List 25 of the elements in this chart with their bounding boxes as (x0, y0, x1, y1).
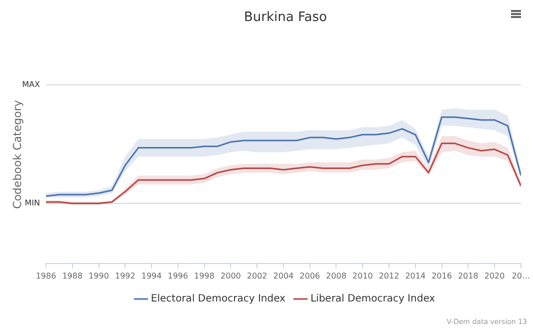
x-tick-label: 1996 (168, 271, 188, 280)
ref-line-label: MAX (22, 80, 41, 89)
x-tick-label: 2010 (352, 271, 373, 280)
x-tick-label: 1988 (62, 271, 83, 280)
y-axis-title: Codebook Category (10, 100, 24, 209)
x-tick-label: 2002 (246, 271, 268, 280)
x-tick-label: 1990 (88, 271, 109, 280)
x-tick-label: 1992 (114, 271, 136, 280)
x-tick-label: 2014 (405, 271, 426, 280)
x-tick-label: 2008 (326, 271, 346, 280)
chart-title: Burkina Faso (244, 10, 328, 26)
x-tick-label: 2016 (432, 271, 452, 280)
x-tick-label: 2004 (273, 271, 294, 280)
x-tick-label: 2012 (378, 271, 400, 280)
legend-label: Liberal Democracy Index (310, 294, 436, 305)
x-tick-label: 2000 (220, 271, 241, 280)
x-tick-label: 1998 (194, 271, 214, 280)
x-tick-label: 1986 (36, 271, 56, 280)
x-tick-label: 2006 (300, 271, 320, 280)
ref-line-label: MIN (24, 198, 40, 208)
x-tick-label: 20… (512, 271, 530, 280)
x-tick-label: 2020 (484, 271, 505, 280)
x-tick-label: 2018 (458, 271, 478, 280)
legend-label: Electoral Democracy Index (150, 294, 286, 305)
x-tick-label: 1994 (141, 271, 162, 280)
